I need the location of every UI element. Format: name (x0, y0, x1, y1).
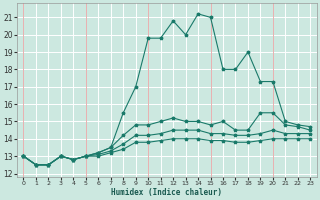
X-axis label: Humidex (Indice chaleur): Humidex (Indice chaleur) (111, 188, 222, 197)
